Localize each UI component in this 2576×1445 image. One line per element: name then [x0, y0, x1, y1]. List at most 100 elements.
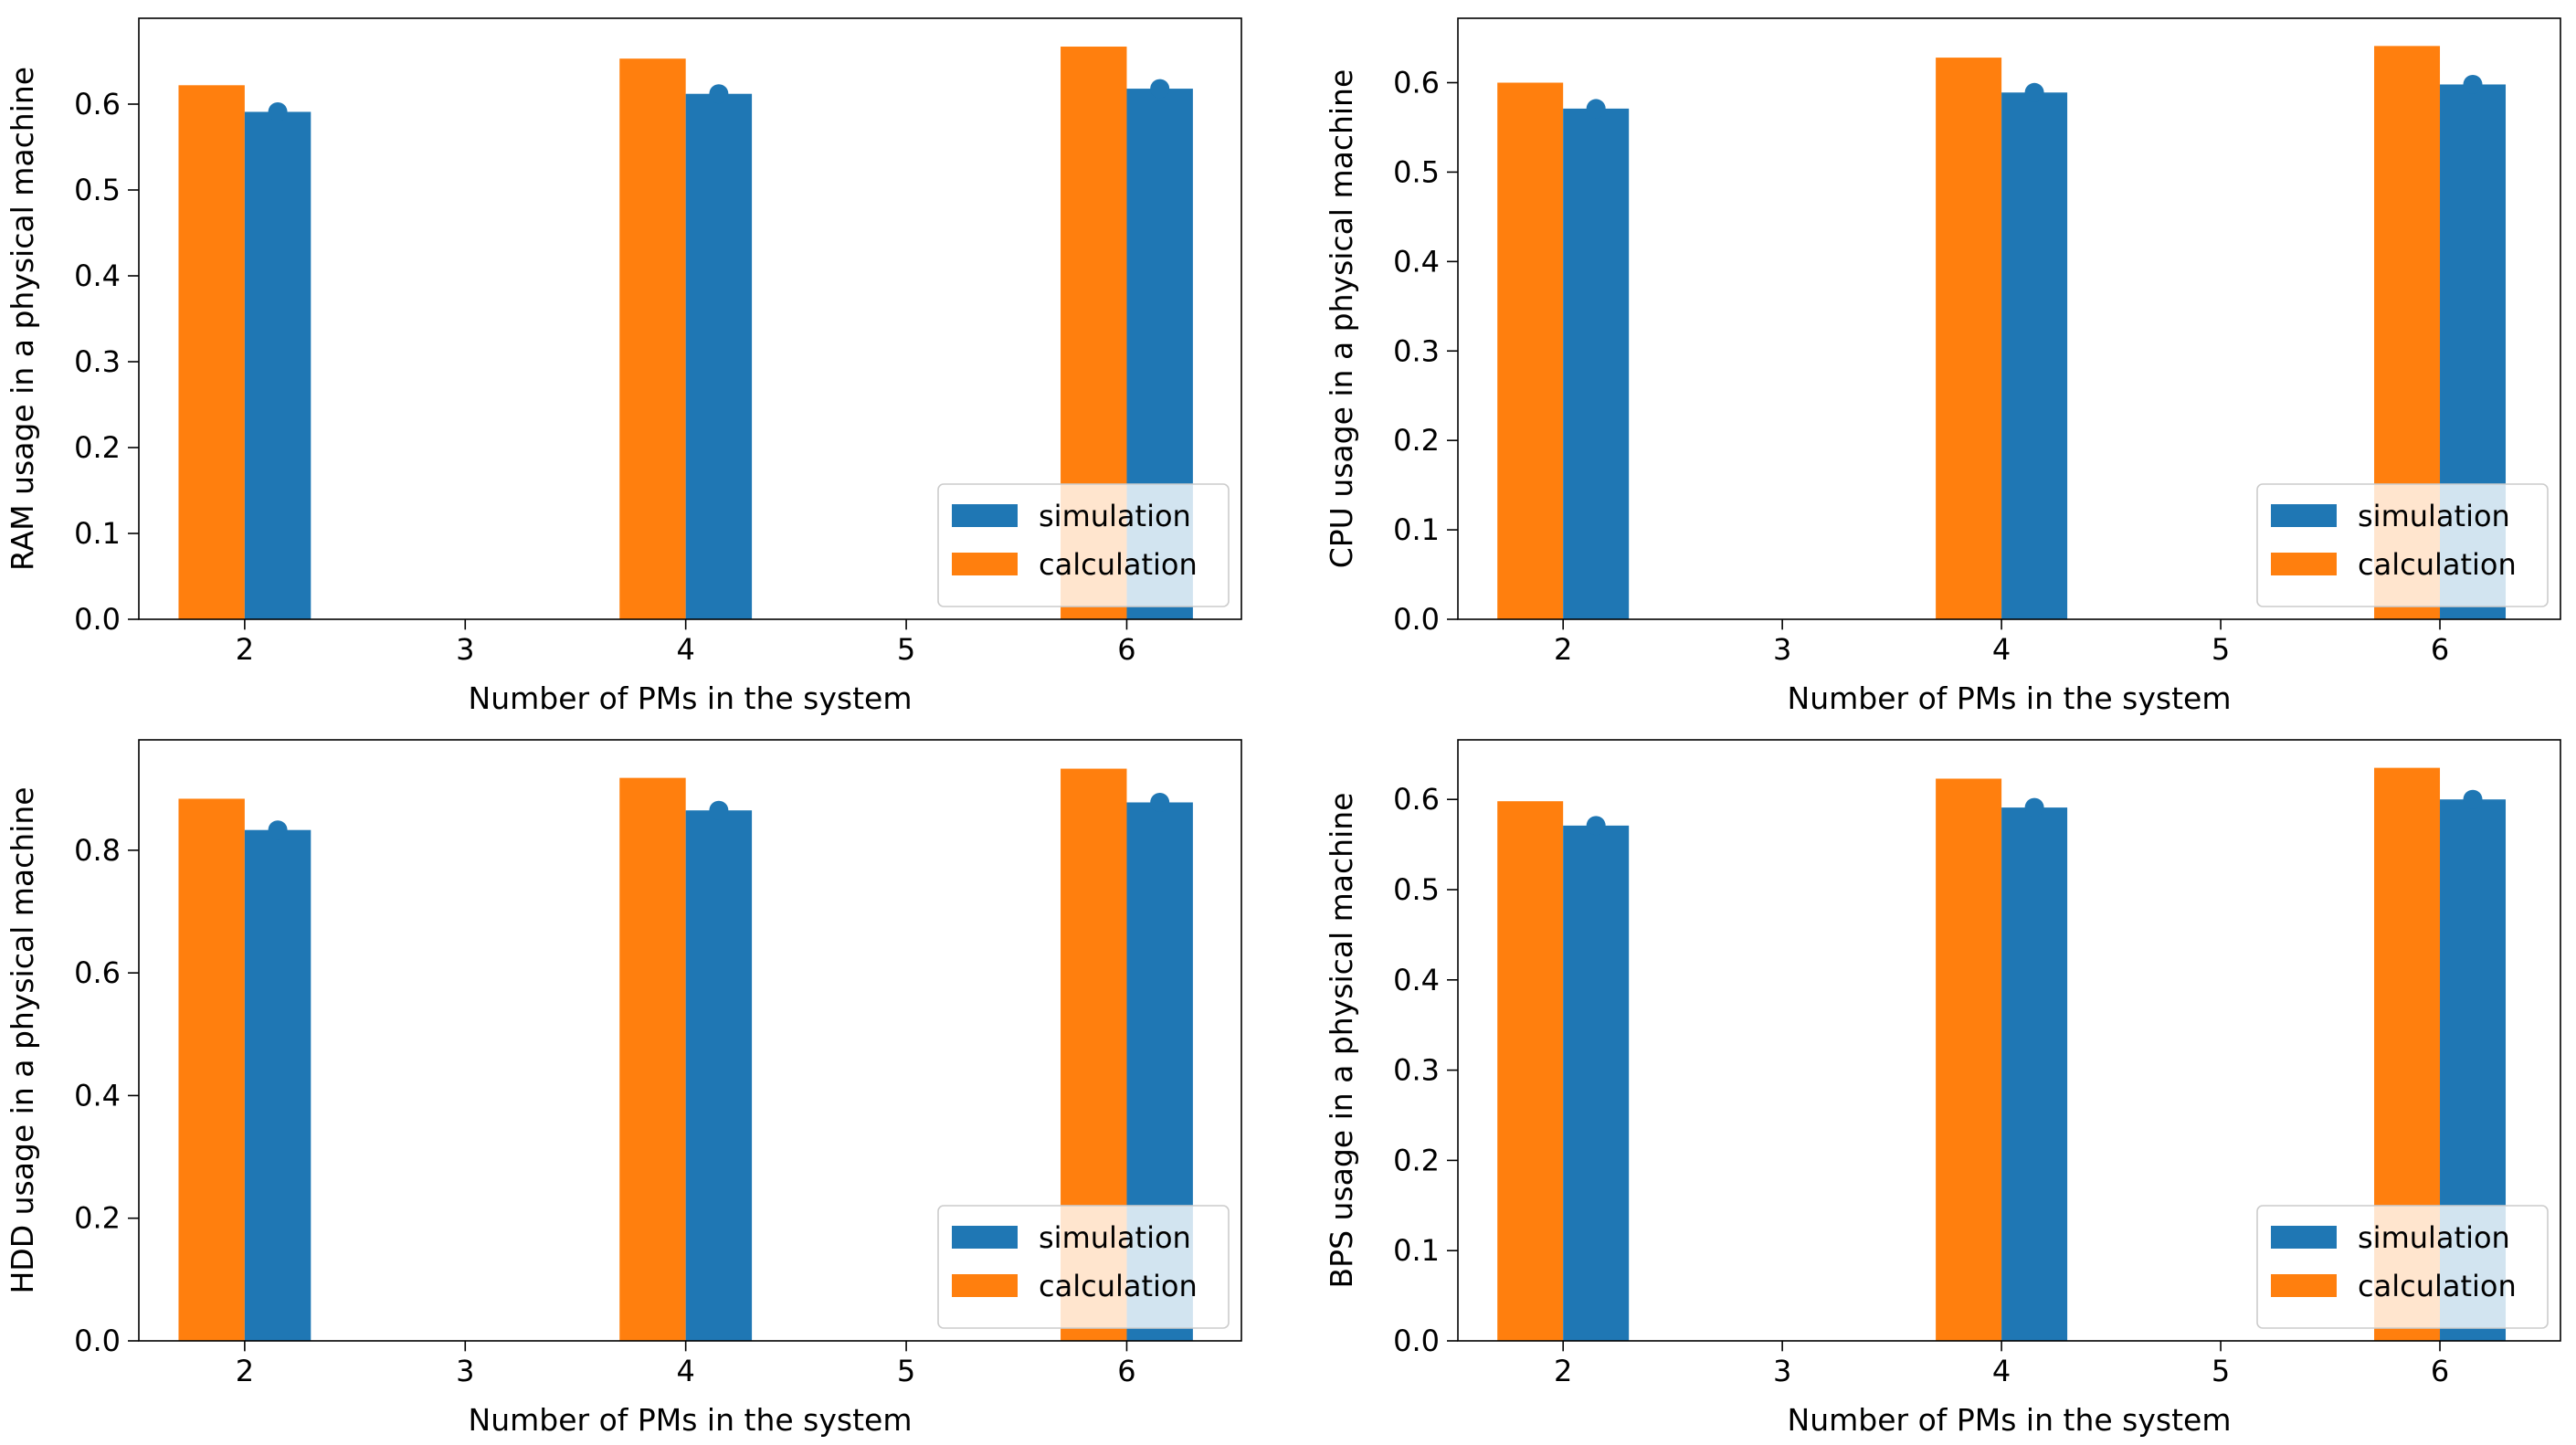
legend-label-simulation: simulation	[2358, 1220, 2510, 1255]
x-axis-label: Number of PMs in the system	[469, 680, 913, 716]
x-tick-label: 6	[2431, 1354, 2449, 1388]
bar-calculation-6	[2374, 767, 2441, 1341]
x-tick-label: 3	[456, 1354, 474, 1388]
x-axis-label: Number of PMs in the system	[469, 1402, 913, 1438]
marker-simulation-4	[2024, 797, 2044, 817]
legend-label-simulation: simulation	[1039, 499, 1191, 533]
x-tick-label: 3	[456, 632, 474, 667]
x-tick-label: 6	[1117, 632, 1135, 667]
bar-simulation-4	[685, 93, 753, 620]
bar-calculation-2	[1497, 82, 1564, 619]
legend-label-simulation: simulation	[1039, 1220, 1191, 1255]
y-tick-label: 0.3	[1393, 333, 1440, 368]
legend: simulation calculation	[2256, 483, 2549, 607]
bar-calculation-2	[1497, 801, 1564, 1341]
y-tick-label: 0.0	[1393, 1324, 1440, 1358]
y-tick-label: 0.4	[1393, 244, 1440, 279]
marker-simulation-2	[268, 101, 288, 121]
y-tick-label: 0.0	[74, 602, 121, 637]
y-tick-label: 0.2	[74, 430, 121, 465]
bar-calculation-4	[1936, 58, 2002, 620]
y-axis-label: BPS usage in a physical machine	[1324, 793, 1359, 1289]
y-tick-label: 0.3	[1393, 1053, 1440, 1088]
legend-label-calculation: calculation	[2358, 1269, 2517, 1303]
x-tick-label: 4	[1992, 632, 2011, 667]
legend-swatch-calculation	[2271, 553, 2337, 575]
legend-label-simulation: simulation	[2358, 499, 2510, 533]
legend: simulation calculation	[937, 1205, 1230, 1329]
bar-simulation-6	[1126, 802, 1193, 1341]
marker-simulation-4	[709, 84, 729, 104]
legend-swatch-simulation	[952, 1226, 1018, 1249]
y-tick-label: 0.0	[74, 1324, 121, 1358]
x-axis-label: Number of PMs in the system	[1788, 1402, 2232, 1438]
legend-swatch-simulation	[952, 504, 1018, 527]
x-tick-label: 2	[236, 1354, 254, 1388]
legend-label-calculation: calculation	[1039, 547, 1198, 582]
y-axis-label: HDD usage in a physical machine	[5, 786, 40, 1293]
y-tick-label: 0.4	[74, 258, 121, 293]
marker-simulation-4	[709, 800, 729, 820]
bar-calculation-6	[1061, 47, 1127, 619]
axes-frame	[138, 17, 1242, 620]
y-tick-label: 0.6	[74, 955, 121, 990]
legend-label-calculation: calculation	[2358, 547, 2517, 582]
legend-box	[2256, 483, 2549, 607]
x-tick-label: 2	[236, 632, 254, 667]
y-tick-label: 0.1	[1393, 1233, 1440, 1268]
y-tick-label: 0.2	[1393, 423, 1440, 458]
y-tick-label: 0.4	[1393, 963, 1440, 997]
marker-simulation-2	[268, 820, 288, 840]
y-tick-label: 0.4	[74, 1078, 121, 1113]
bar-simulation-6	[2440, 84, 2507, 620]
bar-simulation-2	[244, 829, 311, 1341]
marker-simulation-6	[2463, 789, 2483, 809]
x-tick-label: 6	[2431, 632, 2449, 667]
y-tick-label: 0.6	[1393, 782, 1440, 817]
marker-simulation-6	[1150, 792, 1170, 812]
y-tick-label: 0.2	[74, 1201, 121, 1236]
legend-box	[2256, 1205, 2549, 1329]
x-tick-label: 5	[897, 1354, 915, 1388]
bar-calculation-4	[619, 58, 686, 620]
x-axis-label: Number of PMs in the system	[1788, 680, 2232, 716]
axes-frame	[1457, 739, 2561, 1342]
legend-label-calculation: calculation	[1039, 1269, 1198, 1303]
legend-swatch-calculation	[952, 553, 1018, 575]
legend-swatch-simulation	[2271, 1226, 2337, 1249]
y-tick-label: 0.5	[1393, 154, 1440, 189]
bar-simulation-2	[1563, 825, 1630, 1341]
y-tick-label: 0.0	[1393, 602, 1440, 637]
bar-calculation-4	[619, 777, 686, 1341]
y-tick-label: 0.3	[74, 344, 121, 379]
x-tick-label: 4	[1992, 1354, 2011, 1388]
marker-simulation-2	[1586, 99, 1606, 119]
y-tick-label: 0.8	[74, 833, 121, 868]
legend-swatch-calculation	[2271, 1274, 2337, 1297]
marker-simulation-6	[2463, 74, 2483, 94]
legend-swatch-simulation	[2271, 504, 2337, 527]
legend: simulation calculation	[2256, 1205, 2549, 1329]
bar-calculation-2	[178, 85, 245, 619]
x-tick-label: 3	[1773, 632, 1791, 667]
x-tick-label: 5	[2212, 632, 2230, 667]
legend: simulation calculation	[937, 483, 1230, 607]
bar-simulation-6	[2440, 799, 2507, 1341]
bar-simulation-2	[244, 111, 311, 619]
marker-simulation-4	[2024, 82, 2044, 102]
y-tick-label: 0.5	[74, 173, 121, 207]
x-tick-label: 2	[1554, 632, 1572, 667]
y-tick-label: 0.6	[1393, 66, 1440, 100]
axes-frame	[1457, 17, 2561, 620]
x-tick-label: 3	[1773, 1354, 1791, 1388]
y-tick-label: 0.2	[1393, 1143, 1440, 1177]
y-tick-label: 0.6	[74, 87, 121, 121]
x-tick-label: 2	[1554, 1354, 1572, 1388]
x-tick-label: 6	[1117, 1354, 1135, 1388]
y-tick-label: 0.1	[1393, 512, 1440, 547]
legend-box	[937, 1205, 1230, 1329]
marker-simulation-6	[1150, 79, 1170, 99]
x-tick-label: 4	[676, 632, 694, 667]
